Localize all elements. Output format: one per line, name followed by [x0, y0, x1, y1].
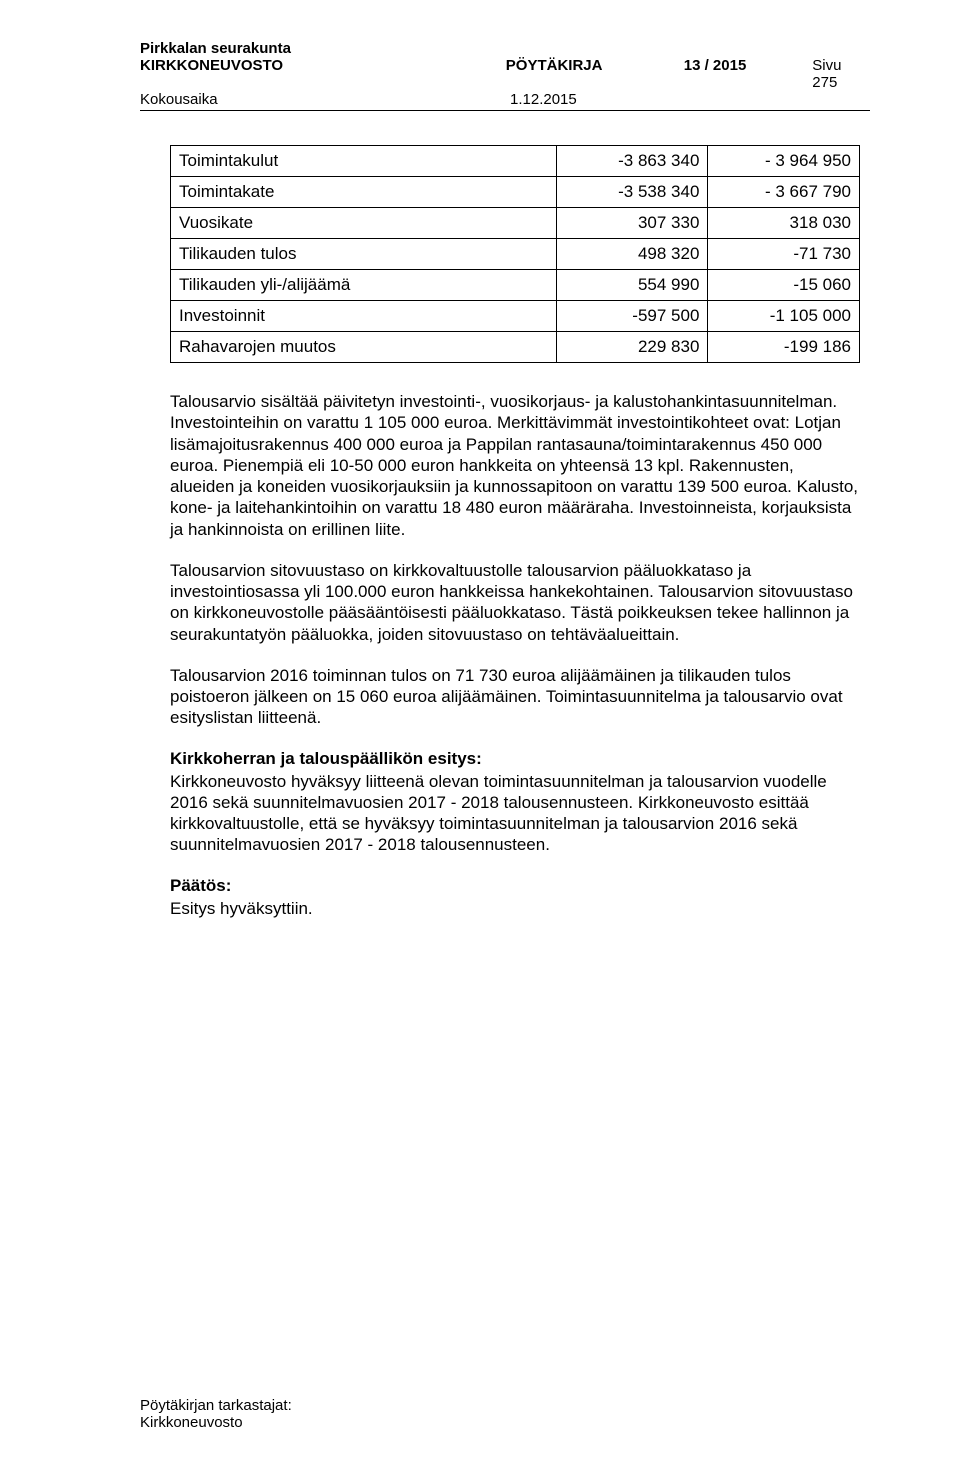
table-row: Toimintakulut -3 863 340 - 3 964 950 [171, 146, 860, 177]
row-label: Toimintakate [171, 177, 557, 208]
header-line3: Kokousaika 1.12.2015 [140, 91, 870, 108]
table-row: Tilikauden yli-/alijäämä 554 990 -15 060 [171, 270, 860, 301]
row-col1: 229 830 [556, 332, 708, 363]
page-number: Sivu 275 [812, 57, 870, 91]
footer-line1: Pöytäkirjan tarkastajat: [140, 1397, 292, 1414]
header-divider [140, 110, 870, 111]
decision-body: Esitys hyväksyttiin. [170, 898, 860, 919]
proposal-body: Kirkkoneuvosto hyväksyy liitteenä olevan… [170, 771, 860, 856]
row-col2: - 3 667 790 [708, 177, 860, 208]
row-col2: -71 730 [708, 239, 860, 270]
row-col1: 307 330 [556, 208, 708, 239]
meeting-time-label: Kokousaika [140, 91, 510, 108]
table-row: Vuosikate 307 330 318 030 [171, 208, 860, 239]
row-label: Investoinnit [171, 301, 557, 332]
org-name-line2: KIRKKONEUVOSTO [140, 57, 506, 74]
financial-table: Toimintakulut -3 863 340 - 3 964 950 Toi… [170, 145, 860, 363]
row-label: Vuosikate [171, 208, 557, 239]
table-row: Tilikauden tulos 498 320 -71 730 [171, 239, 860, 270]
row-col1: 498 320 [556, 239, 708, 270]
document-number: 13 / 2015 [684, 57, 813, 74]
row-label: Tilikauden tulos [171, 239, 557, 270]
table-row: Rahavarojen muutos 229 830 -199 186 [171, 332, 860, 363]
row-col1: -3 538 340 [556, 177, 708, 208]
row-col1: -597 500 [556, 301, 708, 332]
page-footer: Pöytäkirjan tarkastajat: Kirkkoneuvosto [140, 1397, 292, 1431]
row-col2: -15 060 [708, 270, 860, 301]
row-col2: -199 186 [708, 332, 860, 363]
paragraph-binding-level: Talousarvion sitovuustaso on kirkkovaltu… [170, 560, 860, 645]
row-label: Tilikauden yli-/alijäämä [171, 270, 557, 301]
header-line2: KIRKKONEUVOSTO PÖYTÄKIRJA 13 / 2015 Sivu… [140, 57, 870, 91]
row-col1: 554 990 [556, 270, 708, 301]
row-label: Rahavarojen muutos [171, 332, 557, 363]
meeting-date: 1.12.2015 [510, 91, 577, 108]
decision-title: Päätös: [170, 876, 860, 896]
footer-line2: Kirkkoneuvosto [140, 1414, 292, 1431]
document-page: Pirkkalan seurakunta KIRKKONEUVOSTO PÖYT… [0, 0, 960, 1471]
document-body: Toimintakulut -3 863 340 - 3 964 950 Toi… [170, 145, 860, 919]
row-col2: -1 105 000 [708, 301, 860, 332]
row-col2: - 3 964 950 [708, 146, 860, 177]
row-col1: -3 863 340 [556, 146, 708, 177]
table-row: Toimintakate -3 538 340 - 3 667 790 [171, 177, 860, 208]
page-header: Pirkkalan seurakunta KIRKKONEUVOSTO PÖYT… [140, 40, 870, 111]
row-label: Toimintakulut [171, 146, 557, 177]
row-col2: 318 030 [708, 208, 860, 239]
paragraph-result: Talousarvion 2016 toiminnan tulos on 71 … [170, 665, 860, 729]
document-type: PÖYTÄKIRJA [506, 57, 684, 74]
table-row: Investoinnit -597 500 -1 105 000 [171, 301, 860, 332]
org-name-line1: Pirkkalan seurakunta [140, 40, 870, 57]
proposal-title: Kirkkoherran ja talouspäällikön esitys: [170, 749, 860, 769]
paragraph-investments: Talousarvio sisältää päivitetyn investoi… [170, 391, 860, 540]
